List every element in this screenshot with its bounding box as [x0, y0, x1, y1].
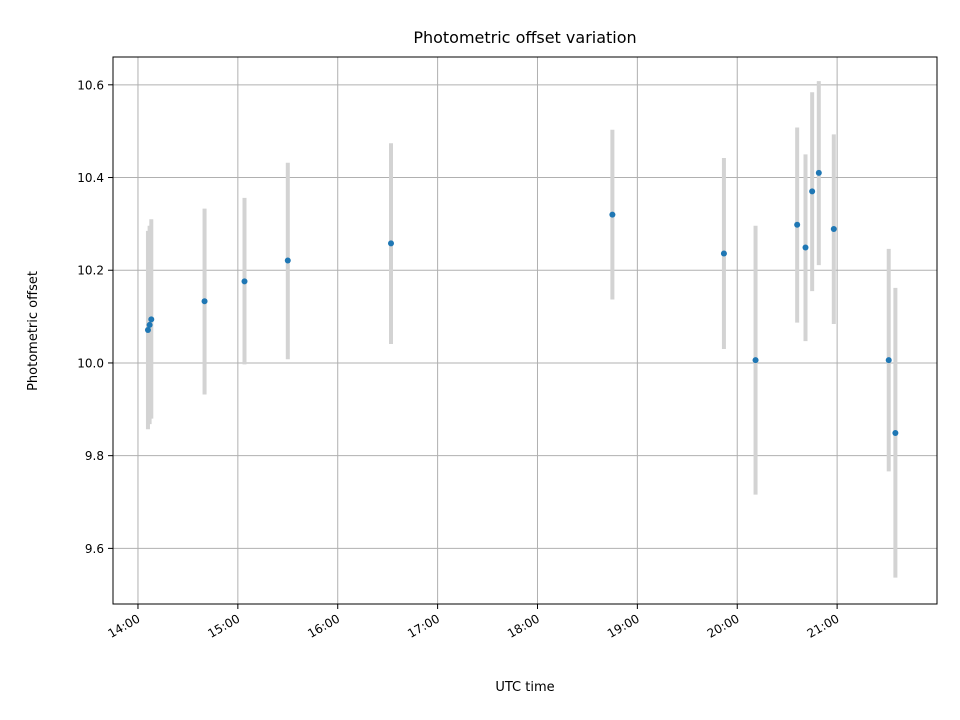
data-point — [148, 316, 155, 323]
y-tick-label: 9.6 — [85, 542, 104, 556]
data-point — [752, 357, 759, 364]
y-tick-label: 10.0 — [77, 356, 104, 370]
data-point — [720, 250, 727, 257]
y-tick-label: 10.2 — [77, 264, 104, 278]
grid-lines — [113, 57, 937, 604]
y-tick-label: 9.8 — [85, 449, 104, 463]
data-point — [609, 211, 616, 218]
data-point — [284, 257, 291, 264]
data-point — [802, 244, 809, 251]
y-tick-label: 10.6 — [77, 78, 104, 92]
data-point — [144, 327, 151, 334]
data-point — [809, 188, 816, 195]
plot-background — [113, 57, 937, 604]
x-axis-label: UTC time — [495, 680, 554, 695]
chart-title: Photometric offset variation — [413, 28, 636, 47]
data-point — [387, 240, 394, 247]
plot-frame — [112, 56, 938, 605]
data-point — [815, 169, 822, 176]
data-points — [144, 169, 899, 436]
data-point — [892, 429, 899, 436]
data-point — [201, 298, 208, 305]
y-axis-ticks: 9.6 9.8 10.0 10.2 10.4 10.6 — [77, 78, 113, 556]
data-point — [830, 225, 837, 232]
data-point — [241, 278, 248, 285]
plot-area — [112, 56, 938, 605]
data-point — [885, 357, 892, 364]
y-axis-label: Photometric offset — [26, 271, 41, 391]
data-point — [146, 321, 153, 328]
data-point — [794, 221, 801, 228]
y-tick-label: 10.4 — [77, 171, 104, 185]
